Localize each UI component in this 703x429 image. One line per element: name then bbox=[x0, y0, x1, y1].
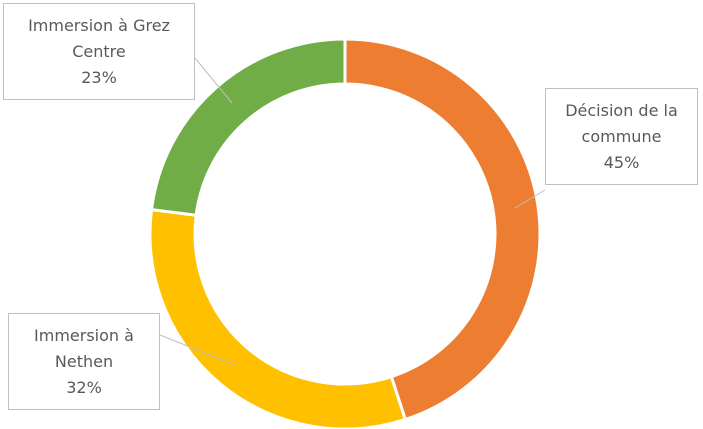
donut-slice bbox=[343, 37, 542, 422]
donut-slice bbox=[149, 37, 347, 217]
value-label: 32% bbox=[66, 377, 102, 397]
value-label: 45% bbox=[603, 152, 640, 172]
leader-line bbox=[159, 334, 236, 366]
data-label: Immersion à Grez Centre 23% bbox=[3, 3, 195, 100]
category-label: Immersion à Nethen bbox=[34, 325, 134, 371]
category-label: Décision de la commune bbox=[565, 100, 678, 146]
value-label: 23% bbox=[81, 67, 117, 87]
data-label: Immersion à Nethen 32% bbox=[8, 313, 160, 410]
leader-line bbox=[514, 189, 546, 209]
data-label: Décision de la commune 45% bbox=[545, 88, 698, 185]
category-label: Immersion à Grez Centre bbox=[28, 15, 170, 61]
leader-line bbox=[194, 57, 233, 104]
donut-slice bbox=[148, 207, 408, 429]
